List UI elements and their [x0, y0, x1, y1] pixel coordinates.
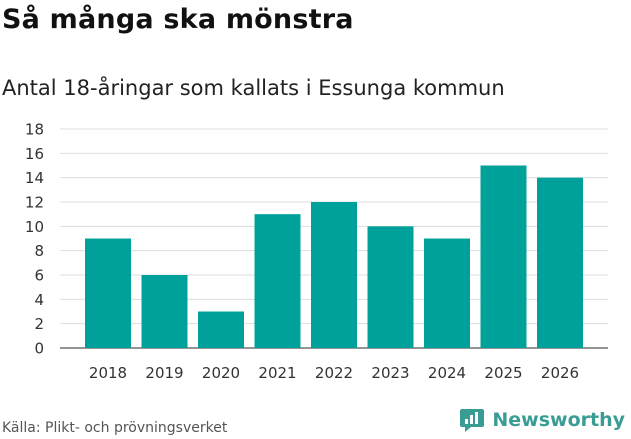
y-tick-label: 4 [34, 291, 44, 309]
x-tick-label: 2018 [89, 364, 127, 382]
y-tick-label: 2 [34, 315, 44, 333]
bar [85, 238, 131, 348]
y-tick-label: 12 [25, 194, 44, 212]
x-tick-label: 2023 [371, 364, 409, 382]
y-tick-label: 18 [25, 121, 44, 139]
bar [367, 226, 414, 348]
source-note: Källa: Plikt- och prövningsverket [2, 420, 228, 436]
x-tick-label: 2022 [315, 364, 353, 382]
x-tick-label: 2019 [145, 364, 183, 382]
bar [424, 238, 470, 348]
y-tick-label: 14 [25, 169, 44, 187]
x-tick-label: 2025 [484, 364, 522, 382]
x-tick-label: 2024 [428, 364, 466, 382]
chart-subtitle: Antal 18-åringar som kallats i Essunga k… [2, 76, 505, 100]
bar [141, 275, 188, 348]
bar-chart: 0 2 4 6 8 10 12 14 16 18 2018 2019 2020 2021 2022 2023 2… [25, 121, 608, 382]
x-tick-label: 2021 [258, 364, 296, 382]
newsworthy-brand[interactable]: Newsworthy [459, 407, 625, 433]
y-tick-label: 8 [34, 242, 44, 260]
chart-title: Så många ska mönstra [2, 4, 354, 35]
brand-name: Newsworthy [492, 409, 625, 431]
bar [254, 214, 301, 348]
x-tick-label: 2020 [202, 364, 240, 382]
y-tick-label: 16 [25, 145, 44, 163]
y-tick-label: 0 [34, 340, 44, 358]
bar-chart-logo-icon [460, 409, 485, 432]
x-tick-label: 2026 [541, 364, 579, 382]
bar [311, 202, 357, 348]
bar [537, 177, 583, 348]
bar [198, 311, 244, 348]
y-tick-label: 6 [34, 267, 44, 285]
y-tick-label: 10 [25, 218, 44, 236]
bar [480, 165, 527, 348]
